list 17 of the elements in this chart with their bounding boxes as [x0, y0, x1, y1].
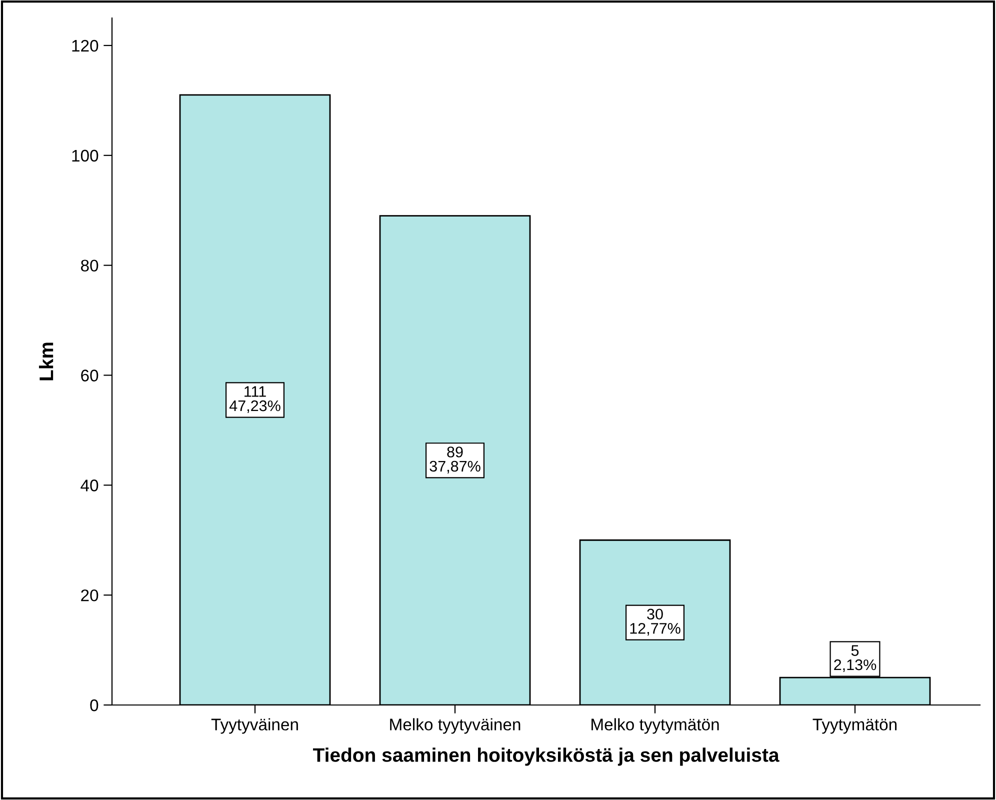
y-axis-title: Lkm	[38, 342, 54, 380]
data-label: 111 47,23%	[229, 386, 280, 413]
x-tick-label: Tyytyväinen	[211, 718, 298, 734]
data-label: 5 2,13%	[834, 645, 876, 672]
y-tick-label: 20	[81, 589, 98, 602]
y-tick-label: 0	[90, 699, 98, 712]
data-label: 30 12,77%	[630, 608, 680, 636]
y-tick-label: 60	[81, 370, 98, 382]
y-tick-label: 80	[80, 260, 98, 272]
x-tick-label: Melko tyytymätön	[592, 718, 719, 734]
y-tick-label: 120	[72, 40, 98, 52]
x-tick-label: Melko tyytyväinen	[390, 718, 520, 734]
x-axis-title: Tiedon saaminen hoitoyksiköstä ja sen palveluista	[313, 748, 780, 766]
y-tick-label: 100	[72, 150, 98, 162]
data-label: 89 37,87%	[430, 446, 480, 474]
y-tick-label: 40	[80, 480, 98, 492]
x-tick-label: Tyytymätön	[812, 718, 897, 734]
